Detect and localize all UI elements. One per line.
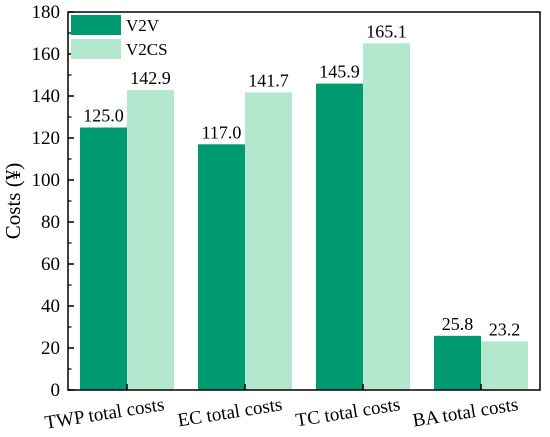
y-tick-label: 60 [41,254,60,275]
legend-label-V2V: V2V [126,16,160,35]
value-label-V2V-4: 25.8 [442,314,474,334]
value-label-V2CS-4: 23.2 [489,319,521,339]
value-labels-group: 125.0 117.0 145.9 25.8 142.9 141.7 165.1 23.2 [83,21,520,339]
bars-group [80,43,528,391]
legend: V2V V2CS [71,15,168,59]
x-axis-ticks: TWP total costs EC total costs TC total co… [43,384,520,434]
legend-label-V2CS: V2CS [126,40,168,59]
y-tick-label: 120 [32,128,61,149]
bar-V2CS-2 [245,92,292,391]
y-tick-label: 20 [41,338,60,359]
y-tick-label: 40 [41,296,60,317]
value-label-V2V-2: 117.0 [202,122,242,142]
value-label-V2CS-3: 165.1 [366,21,407,41]
bar-V2V-2 [198,144,245,390]
y-axis-title: Costs (¥) [1,163,25,239]
bar-V2V-3 [316,83,363,391]
x-category-label-3: TC total costs [294,394,402,431]
y-tick-label: 0 [51,380,61,401]
x-category-label-4: BA total costs [411,394,520,431]
bar-V2CS-4 [481,341,528,390]
value-label-V2CS-2: 141.7 [248,70,289,90]
legend-swatch-V2CS [71,39,121,59]
y-tick-label: 160 [32,44,61,65]
bar-V2V-1 [80,127,127,390]
value-label-V2V-1: 125.0 [83,106,124,126]
x-category-label-2: EC total costs [176,394,284,431]
y-tick-label: 80 [41,212,60,233]
bar-V2V-4 [434,335,481,390]
y-axis-ticks: 0 20 40 60 80 100 120 140 160 180 [32,2,74,401]
y-tick-label: 100 [32,170,61,191]
value-label-V2CS-1: 142.9 [130,68,171,88]
value-label-V2V-3: 145.9 [319,62,360,82]
bar-V2CS-1 [127,89,174,390]
y-tick-label: 140 [32,86,61,107]
bar-V2CS-3 [363,43,410,390]
x-category-label-1: TWP total costs [43,394,165,434]
y-tick-label: 180 [32,2,61,23]
legend-swatch-V2V [71,15,121,35]
